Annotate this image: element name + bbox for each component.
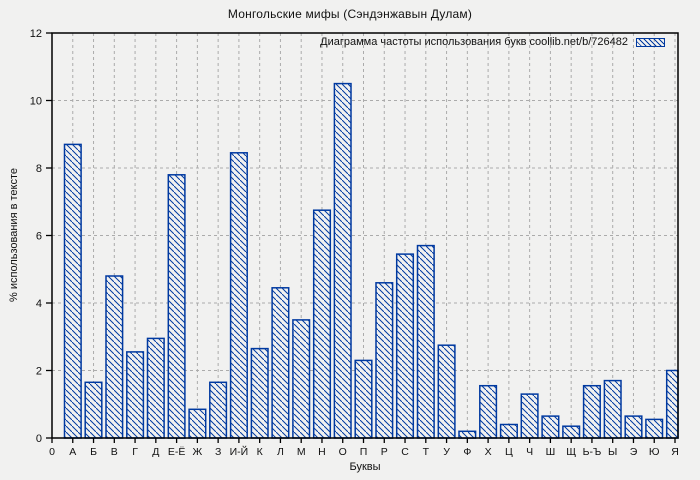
bar-О xyxy=(333,82,352,439)
x-tick-label: П xyxy=(360,446,368,458)
legend-label: Диаграмма частоты использования букв coo… xyxy=(320,36,628,48)
x-tick-label: Г xyxy=(132,446,138,458)
y-tick-label: 6 xyxy=(36,231,42,243)
bar-Р xyxy=(375,282,394,439)
x-tick-label: Э xyxy=(630,446,638,458)
x-tick-label: Б xyxy=(90,446,97,458)
y-tick-label: 2 xyxy=(36,366,42,378)
bar-Ш xyxy=(541,415,560,439)
chart-title: Монгольские мифы (Сэндэнжавын Дулам) xyxy=(227,7,473,21)
x-tick-label: Р xyxy=(381,446,388,458)
bar-Б xyxy=(84,381,103,439)
legend: Диаграмма частоты использования букв coo… xyxy=(320,36,665,48)
bar-И-Й xyxy=(229,152,248,439)
x-tick-label: С xyxy=(401,446,409,458)
bar-Ю xyxy=(645,418,664,439)
bar-Н xyxy=(312,209,332,439)
x-tick-label: Д xyxy=(152,446,159,458)
x-tick-label: У xyxy=(443,446,450,458)
y-tick-label: 10 xyxy=(30,96,42,108)
x-tick-label: Н xyxy=(318,446,326,458)
bar-Щ xyxy=(562,425,581,439)
x-tick-label: К xyxy=(257,446,264,458)
x-tick-label: О xyxy=(339,446,347,458)
bar-П xyxy=(354,359,373,439)
x-tick-label: Т xyxy=(423,446,430,458)
bar-Э xyxy=(624,415,643,439)
bar-Ы xyxy=(603,379,622,439)
bar-З xyxy=(209,381,228,439)
x-tick-label: Ф xyxy=(463,446,471,458)
bar-К xyxy=(250,347,269,439)
x-tick-label: З xyxy=(215,446,221,458)
bar-Ц xyxy=(499,423,518,439)
x-tick-label: В xyxy=(111,446,118,458)
bar-Ч xyxy=(520,393,539,439)
x-tick-label: Ь-Ъ xyxy=(583,446,602,458)
bar-Х xyxy=(479,384,498,439)
x-tick-label: Я xyxy=(671,446,679,458)
x-tick-label: Ц xyxy=(505,446,513,458)
bar-Г xyxy=(126,351,145,439)
x-tick-label: М xyxy=(297,446,306,458)
bar-Т xyxy=(416,244,435,439)
bar-Л xyxy=(271,287,290,439)
y-tick-label: 12 xyxy=(30,28,42,40)
x-tick-label: Ю xyxy=(649,446,660,458)
x-tick-label: А xyxy=(69,446,76,458)
legend-hatch-swatch-icon xyxy=(636,37,665,47)
plot-frame xyxy=(51,32,679,439)
y-tick-label: 0 xyxy=(36,433,42,445)
bar-М xyxy=(292,319,311,439)
bar-Ь-Ъ xyxy=(582,384,601,439)
bar-А xyxy=(63,143,82,439)
x-tick-label: Л xyxy=(277,446,284,458)
bar-Д xyxy=(146,337,165,439)
x-tick-label: Ы xyxy=(608,446,617,458)
x-tick-label: И-Й xyxy=(230,445,249,458)
bar-Ж xyxy=(188,408,207,439)
bar-С xyxy=(395,253,415,439)
x-tick-label: Е-Ё xyxy=(168,446,186,458)
x-tick-label: Щ xyxy=(566,446,576,458)
bar-Ф xyxy=(458,430,477,439)
bar-У xyxy=(437,344,456,439)
x-tick-label: Ж xyxy=(193,446,203,458)
y-tick-label: 4 xyxy=(36,298,42,310)
x-tick-label: Ч xyxy=(526,446,533,458)
x-tick-label: Ш xyxy=(546,446,556,458)
bar-В xyxy=(105,275,124,439)
x-tick-label: Х xyxy=(485,446,492,458)
y-tick-label: 8 xyxy=(36,163,42,175)
bar-Я xyxy=(665,369,679,439)
bar-Е-Ё xyxy=(167,174,186,439)
x-axis-label: Буквы xyxy=(349,461,381,473)
x-tick-label: 0 xyxy=(49,446,55,458)
